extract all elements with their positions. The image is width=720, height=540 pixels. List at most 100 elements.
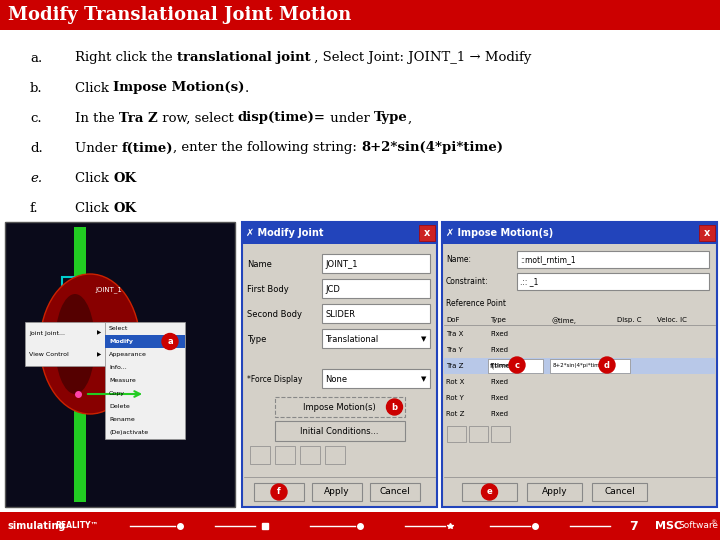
Bar [322,304,430,323]
Text: d: d [604,361,610,369]
Bar [442,222,717,244]
Text: OK: OK [113,172,136,185]
Bar [74,227,86,502]
Bar [254,483,304,501]
Text: 7: 7 [629,519,639,532]
Bar [242,222,437,507]
Bar [300,446,320,464]
Text: f: f [277,488,281,496]
Bar [25,322,105,366]
Bar [491,426,510,442]
Bar [325,446,345,464]
Text: c.: c. [30,111,42,125]
Text: d.: d. [30,141,42,154]
Text: translational joint: translational joint [177,51,310,64]
Text: Measure: Measure [109,378,136,383]
Bar [105,335,185,348]
Bar [469,426,488,442]
Text: Select: Select [109,326,128,331]
Text: ✗ Modify Joint: ✗ Modify Joint [246,228,323,238]
Circle shape [509,357,525,373]
Bar [550,359,630,373]
Text: Click: Click [75,82,113,94]
Text: (De)activate: (De)activate [109,430,148,435]
Text: Veloc. IC: Veloc. IC [657,317,687,323]
Text: REALITY™: REALITY™ [55,522,98,530]
Text: Tra Y: Tra Y [446,347,463,353]
Text: JOINT_1: JOINT_1 [95,287,122,293]
Bar [105,322,185,439]
Text: Cancel: Cancel [379,488,410,496]
Text: Click: Click [75,172,113,185]
Text: Translational: Translational [325,335,378,344]
Text: , enter the following string:: , enter the following string: [173,141,361,154]
Text: under: under [325,111,374,125]
Text: Apply: Apply [541,488,567,496]
Text: MSC: MSC [655,521,682,531]
Text: Info...: Info... [109,365,127,370]
Bar [250,446,270,464]
Text: Tra X: Tra X [446,331,464,337]
Text: None: None [325,375,347,384]
Text: Fixed: Fixed [490,411,508,417]
Text: Name:: Name: [446,255,471,265]
Text: Impose Motion(s): Impose Motion(s) [303,402,376,411]
Text: Rot X: Rot X [446,379,464,385]
Text: b: b [392,402,397,411]
Text: In the: In the [75,111,119,125]
Text: Fixed: Fixed [490,331,508,337]
Bar [275,446,295,464]
Text: Under: Under [75,141,122,154]
Text: Reference Point: Reference Point [446,300,506,308]
Text: Constraint:: Constraint: [446,278,489,287]
Bar [517,273,709,290]
Text: JOINT_1: JOINT_1 [325,260,358,269]
Circle shape [162,334,178,349]
Text: x: x [704,228,710,238]
Text: .: . [245,82,249,94]
Text: 8+2*sin(4*pi*time): 8+2*sin(4*pi*time) [361,141,503,154]
Text: 8+2*sin(4*pi*tim...: 8+2*sin(4*pi*tim... [553,362,606,368]
Text: JCD: JCD [325,285,340,294]
Text: Right click the: Right click the [75,51,177,64]
Bar [322,329,430,348]
Bar [0,0,720,30]
Text: Impose Motion(s): Impose Motion(s) [113,82,245,94]
Bar [699,225,715,241]
Bar [322,369,430,388]
Text: Rot Z: Rot Z [446,411,464,417]
Text: f(time): f(time) [490,363,514,369]
Text: ®: ® [710,521,716,525]
Text: Second Body: Second Body [247,310,302,319]
Text: f(time): f(time) [491,362,512,368]
Text: OK: OK [273,488,285,496]
Text: ▼: ▼ [421,376,427,382]
Text: Type: Type [490,317,506,323]
Bar [322,254,430,273]
Bar [488,359,543,373]
Text: ▼: ▼ [421,336,427,342]
Text: Type: Type [247,335,266,344]
Text: Copy: Copy [109,391,125,396]
Ellipse shape [55,294,95,394]
Bar [274,421,405,441]
Text: ▶: ▶ [96,330,101,335]
Bar [442,222,717,507]
Circle shape [599,357,615,373]
Text: ▶: ▶ [96,353,101,357]
Text: b.: b. [30,82,42,94]
Text: ::motl_rntim_1: ::motl_rntim_1 [520,255,575,265]
Text: , Select Joint: JOINT_1 → Modify: , Select Joint: JOINT_1 → Modify [310,51,532,64]
Text: simulating: simulating [7,521,66,531]
Text: a.: a. [30,51,42,64]
Text: e.: e. [30,172,42,185]
Bar [517,251,709,268]
Text: *Force Display: *Force Display [247,375,302,384]
Text: First Body: First Body [247,285,289,294]
Circle shape [387,399,402,415]
Text: ✗ Impose Motion(s): ✗ Impose Motion(s) [446,228,553,238]
Circle shape [271,484,287,500]
Bar [370,483,420,501]
Text: Name: Name [247,260,272,269]
Text: f.: f. [30,201,39,214]
